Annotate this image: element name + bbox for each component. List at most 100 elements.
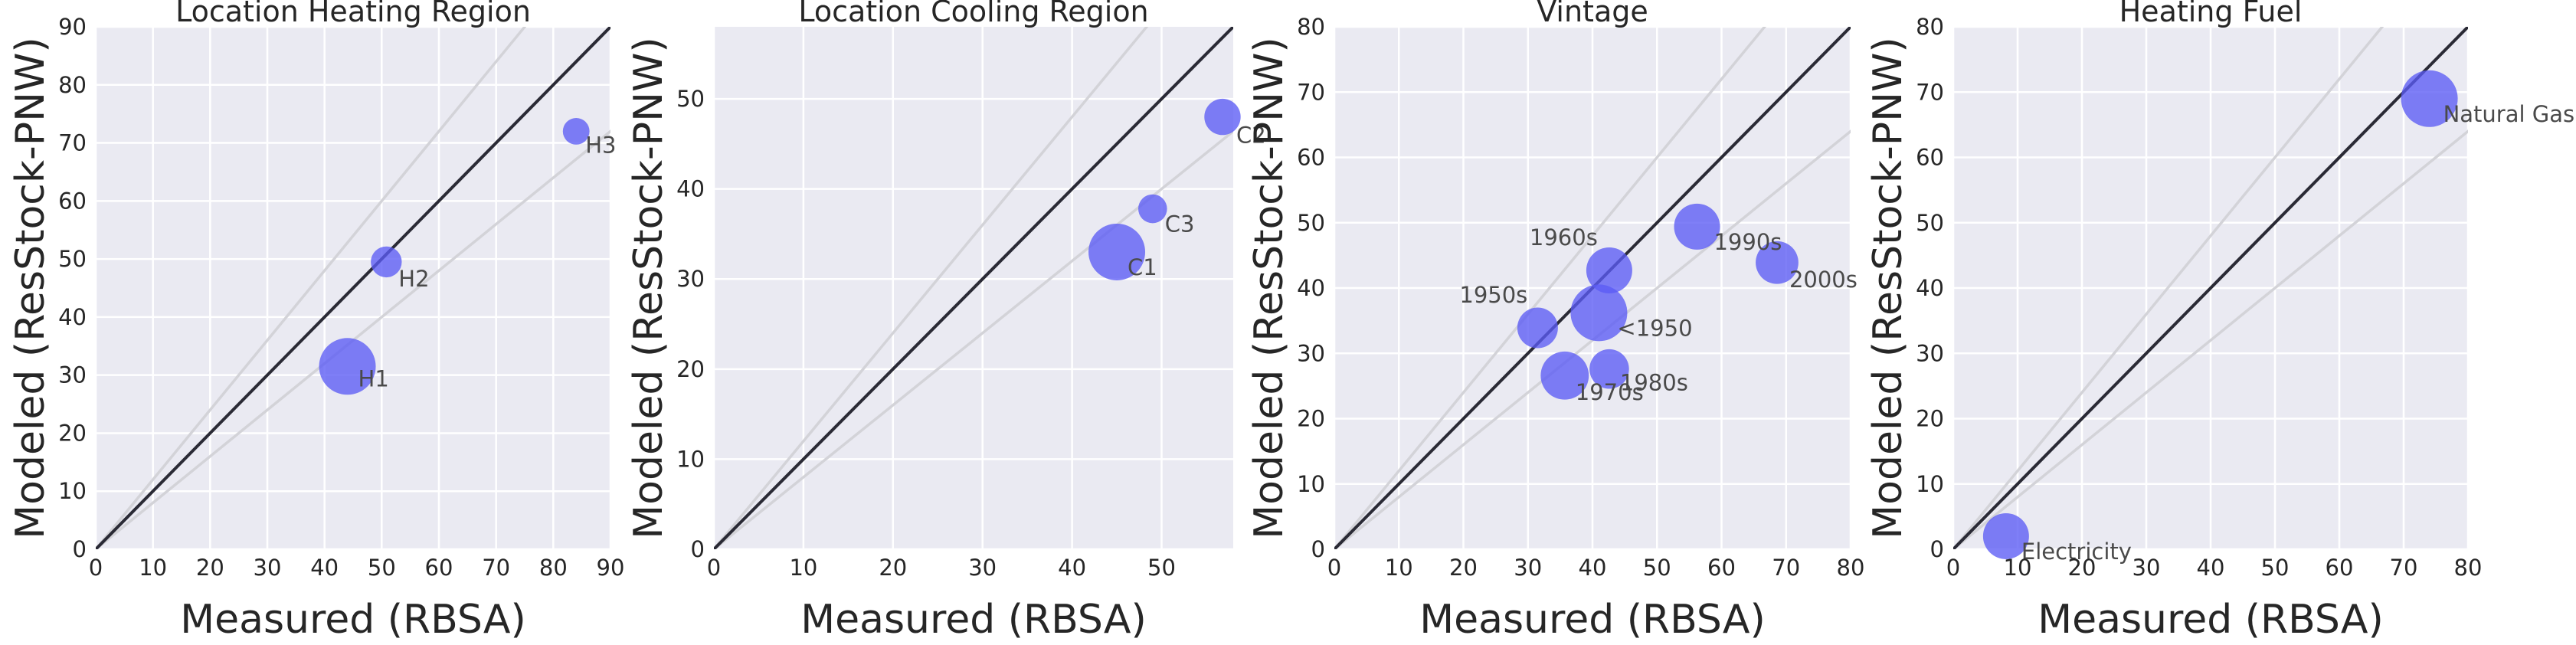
x-tick-label: 20 [879,555,907,581]
bubble-h3 [562,118,590,145]
y-tick-label: 30 [58,362,87,388]
point-label-c3: C3 [1165,211,1195,237]
identity-line [96,27,610,549]
chart-title: Location Cooling Region [798,0,1148,28]
y-tick-label: 60 [1297,145,1325,171]
point-label-natural-gas: Natural Gas [2443,101,2575,127]
guide-line-lower [96,129,610,549]
y-tick-label: 50 [1916,210,1944,236]
y-tick-label: 50 [676,86,705,112]
panel-cooling-region: C1 C2 C3 0 10 20 30 40 50 0 10 20 30 40 50 Location Coo… [626,0,1266,643]
x-tick-label: 20 [1449,555,1478,581]
chart-title: Location Heating Region [175,0,531,28]
bubbles [1517,203,1799,400]
x-tick-label: 80 [1837,555,1865,581]
reference-lines [714,27,1233,549]
x-tick-label: 30 [1514,555,1542,581]
point-label-electricity: Electricity [2021,539,2132,565]
point-labels: C1 C2 C3 [1128,123,1266,280]
guide-line-lower [1953,129,2468,549]
guide-line-upper [96,27,527,549]
y-tick-label: 0 [73,536,87,562]
x-tick-label: 20 [2068,555,2096,581]
y-tick-label: 10 [1297,471,1325,497]
x-tick-label: 60 [2326,555,2354,581]
bubble-c2 [1204,98,1241,136]
y-tick-labels: 0 10 20 30 40 50 60 70 80 [1916,14,1944,562]
bubble-h2 [371,246,402,278]
y-tick-label: 40 [1297,275,1325,301]
x-tick-labels: 0 10 20 30 40 50 60 70 80 [1327,555,1865,581]
x-tick-label: 50 [1147,555,1176,581]
point-label-2000s: 2000s [1789,267,1858,293]
bubble-1960s [1586,247,1632,293]
x-tick-label: 10 [2004,555,2032,581]
x-tick-label: 30 [968,555,997,581]
x-tick-label: 50 [1643,555,1671,581]
x-axis-label: Measured (RBSA) [1419,597,1766,641]
x-tick-label: 70 [1772,555,1800,581]
x-tick-label: 30 [2132,555,2161,581]
point-label-1980s: 1980s [1620,370,1688,396]
y-axis-label: Modeled (ResStock-PNW) [1246,37,1292,539]
bubbles [319,118,590,395]
chart-title: Vintage [1537,0,1648,28]
y-tick-label: 10 [1916,471,1944,497]
x-tick-label: 0 [1946,555,1960,581]
x-axis-label: Measured (RBSA) [180,597,526,641]
y-tick-label: 20 [1916,406,1944,432]
chart-title: Heating Fuel [2119,0,2303,28]
y-tick-label: 0 [1311,536,1325,562]
point-label-c2: C2 [1236,123,1266,149]
bubble-1980s [1589,349,1629,389]
y-tick-label: 50 [58,246,87,272]
bubble-h1 [319,338,376,395]
x-tick-label: 60 [1707,555,1736,581]
point-label-1950: <1950 [1617,315,1692,341]
bubble-1950s [1517,307,1558,349]
x-tick-label: 50 [368,555,396,581]
gridlines [712,27,1233,551]
bubbles [1982,70,2458,559]
y-tick-label: 30 [676,266,705,292]
point-label-h2: H2 [398,266,429,292]
y-tick-label: 50 [1297,210,1325,236]
y-tick-label: 80 [58,72,87,98]
point-label-h3: H3 [585,132,616,158]
y-axis-label: Modeled (ResStock-PNW) [1865,37,1911,539]
y-tick-label: 0 [1930,536,1944,562]
bubble-c3 [1137,194,1167,224]
guide-line-upper [1334,27,1766,549]
x-tick-label: 70 [2390,555,2418,581]
bubbles [1088,98,1241,280]
point-label-h1: H1 [358,365,389,391]
y-tick-label: 40 [676,176,705,202]
x-tick-label: 40 [1058,555,1086,581]
y-tick-label: 80 [1297,14,1325,40]
y-tick-label: 30 [1916,340,1944,366]
y-tick-label: 30 [1297,340,1325,366]
y-axis-label: Modeled (ResStock-PNW) [626,37,672,539]
x-tick-label: 60 [425,555,453,581]
y-tick-label: 70 [58,130,87,156]
identity-line [1953,27,2468,549]
point-label-1970s: 1970s [1576,379,1644,405]
y-tick-labels: 0 10 20 30 40 50 60 70 80 [1297,14,1325,562]
y-tick-labels: 0 10 20 30 40 50 [676,86,705,562]
guide-line-upper [1953,27,2385,549]
y-tick-label: 60 [58,188,87,214]
y-tick-label: 70 [1297,79,1325,105]
y-tick-label: 60 [1916,145,1944,171]
x-tick-label: 70 [482,555,510,581]
reference-lines [1953,27,2468,549]
guide-line-upper [714,27,1149,549]
y-tick-label: 10 [58,478,87,504]
y-tick-label: 80 [1916,14,1944,40]
reference-lines [1334,27,1851,549]
identity-line [714,27,1233,549]
